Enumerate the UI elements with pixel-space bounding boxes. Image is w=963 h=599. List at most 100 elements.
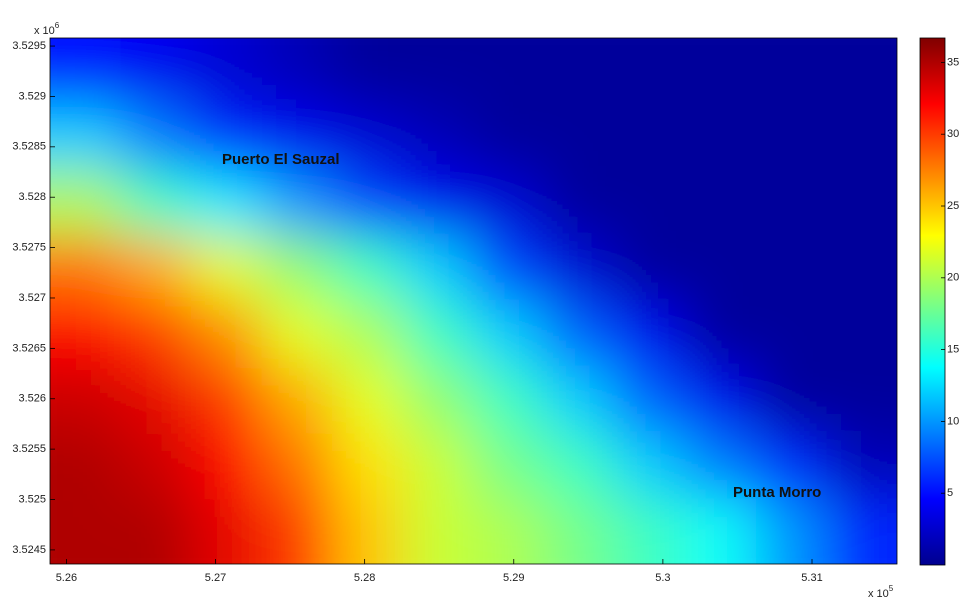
heat-cell <box>262 498 334 599</box>
y-tick-label: 3.529 <box>18 90 46 102</box>
heat-cell <box>262 367 334 434</box>
heat-cell <box>685 498 757 599</box>
heat-cell <box>403 0 475 105</box>
x-tick-label: 5.27 <box>205 572 226 584</box>
heat-cell <box>403 498 475 599</box>
heat-cell <box>685 104 757 171</box>
colorbar-tick-label: 5 <box>947 487 953 499</box>
y-tick-label: 3.525 <box>18 493 46 505</box>
heat-cell <box>615 104 687 171</box>
annotation: Puerto El Sauzal <box>222 151 340 168</box>
heat-cell <box>0 301 122 368</box>
field <box>0 0 958 599</box>
heat-cell <box>332 367 404 434</box>
y-tick-label: 3.5295 <box>12 40 46 52</box>
y-tick-label: 3.5275 <box>12 242 46 254</box>
heat-cell <box>615 301 687 368</box>
heat-cell <box>121 433 193 500</box>
heat-cell <box>685 170 757 237</box>
heat-cell <box>685 367 757 434</box>
colorbar-tick-label: 25 <box>947 200 959 212</box>
y-tick-label: 3.5255 <box>12 443 46 455</box>
x-tick-label: 5.31 <box>801 572 822 584</box>
heat-cell <box>121 0 193 105</box>
heat-cell <box>332 235 404 302</box>
heat-cell <box>121 104 193 171</box>
y-exponent-power: 6 <box>55 21 60 30</box>
heat-cell <box>615 433 687 500</box>
heat-cell <box>121 367 193 434</box>
heat-cell <box>121 498 193 599</box>
heat-cell <box>474 235 546 302</box>
heat-cell <box>191 235 263 302</box>
heat-cell <box>756 367 828 434</box>
heat-cell <box>615 235 687 302</box>
heat-cell <box>615 0 687 105</box>
colorbar-tick-label: 15 <box>947 344 959 356</box>
x-tick-label: 5.29 <box>503 572 524 584</box>
heat-cell <box>474 104 546 171</box>
colorbar-tick-label: 35 <box>947 56 959 68</box>
heat-cell <box>615 170 687 237</box>
heat-cell <box>544 0 616 105</box>
heat-cell <box>262 170 334 237</box>
heat-cell <box>403 433 475 500</box>
heat-cell <box>544 301 616 368</box>
heat-cell <box>0 104 122 171</box>
heat-cell <box>756 104 828 171</box>
y-exponent-base: x 10 <box>34 25 55 37</box>
heat-cell <box>191 433 263 500</box>
y-tick-label: 3.5245 <box>12 544 46 556</box>
heat-cell <box>191 170 263 237</box>
heat-cell <box>262 0 334 105</box>
heat-cell <box>332 170 404 237</box>
heat-cell <box>403 301 475 368</box>
colorbar-tick-label: 10 <box>947 415 959 427</box>
heat-cell <box>756 0 828 105</box>
heat-cell <box>121 170 193 237</box>
x-exponent: x 105 <box>868 584 894 599</box>
heat-cell <box>332 104 404 171</box>
heat-cell <box>544 235 616 302</box>
colorbar <box>920 38 945 565</box>
x-tick-label: 5.28 <box>354 572 375 584</box>
heat-cell <box>191 367 263 434</box>
heat-cell <box>474 170 546 237</box>
heat-cell <box>332 301 404 368</box>
heat-cell <box>685 301 757 368</box>
heat-cell <box>544 170 616 237</box>
y-tick-label: 3.5285 <box>12 141 46 153</box>
heat-cell <box>262 235 334 302</box>
y-tick-label: 3.526 <box>18 393 46 405</box>
x-tick-label: 5.3 <box>655 572 670 584</box>
heat-cell <box>756 235 828 302</box>
heat-cell <box>403 367 475 434</box>
heat-cell <box>685 0 757 105</box>
annotation: Punta Morro <box>733 484 821 501</box>
heat-cell <box>403 235 475 302</box>
heat-cell <box>474 301 546 368</box>
heat-cell <box>403 104 475 171</box>
heat-cell <box>544 498 616 599</box>
heat-cell <box>121 301 193 368</box>
x-exponent-power: 5 <box>889 584 894 593</box>
heat-cell <box>191 0 263 105</box>
heat-cell <box>332 0 404 105</box>
heat-cell <box>544 367 616 434</box>
y-exponent: x 106 <box>34 21 60 37</box>
heat-cell <box>332 433 404 500</box>
heat-cell <box>756 301 828 368</box>
heat-cell <box>262 301 334 368</box>
heat-cell <box>262 433 334 500</box>
heat-cell <box>191 301 263 368</box>
y-tick-label: 3.5265 <box>12 342 46 354</box>
heat-cell <box>191 498 263 599</box>
heat-cell <box>544 433 616 500</box>
heat-cell <box>403 170 475 237</box>
heat-cell <box>544 104 616 171</box>
y-tick-label: 3.528 <box>18 191 46 203</box>
x-exponent-base: x 10 <box>868 588 889 599</box>
heat-cell <box>474 0 546 105</box>
heat-cell <box>0 0 122 105</box>
x-tick-label: 5.26 <box>56 572 77 584</box>
